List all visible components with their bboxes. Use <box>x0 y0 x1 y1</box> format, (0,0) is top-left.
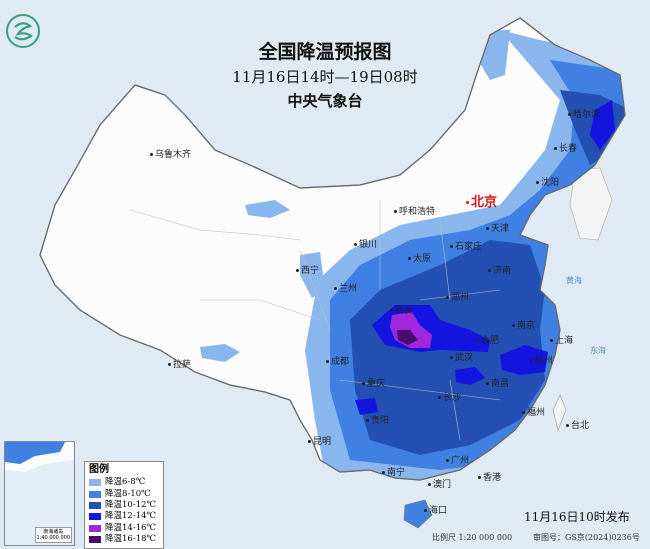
city-shenyang: 沈阳 <box>536 178 559 189</box>
map-title: 全国降温预报图 <box>258 41 392 63</box>
city-shijiazhuang: 石家庄 <box>450 242 482 253</box>
legend-item: 降温10-12℃ <box>89 500 159 511</box>
city-xining: 西宁 <box>296 266 319 277</box>
legend-label: 降温12-14℃ <box>105 511 157 522</box>
legend: 图例 降温6-8℃ 降温8-10℃ 降温10-12℃ 降温12-14℃ 降温14-16℃… <box>84 461 164 549</box>
city-chongqing: 重庆 <box>362 379 385 390</box>
legend-title: 图例 <box>89 464 109 475</box>
legend-label: 降温8-10℃ <box>105 488 151 499</box>
city-nanjing: 南京 <box>512 321 535 332</box>
city-zhengzhou: 郑州 <box>446 293 469 304</box>
legend-item: 降温6-8℃ <box>89 477 159 488</box>
zone-6-8-nw1 <box>245 200 290 218</box>
city-jinan: 济南 <box>488 266 511 277</box>
issued-time: 11月16日10时发布 <box>524 510 630 524</box>
legend-item: 降温8-10℃ <box>89 488 159 499</box>
legend-swatch <box>89 501 101 509</box>
sea-east: 东海 <box>590 346 606 355</box>
city-kunming: 昆明 <box>308 437 331 448</box>
city-wuhan: 武汉 <box>450 353 473 364</box>
legend-swatch <box>89 524 101 532</box>
city-shanghai: 上海 <box>550 336 573 347</box>
city-hefei: 合肥 <box>476 336 499 347</box>
taiwan-island <box>552 394 567 431</box>
city-guangzhou: 广州 <box>446 456 469 467</box>
city-changsha: 长沙 <box>438 393 461 404</box>
city-urumqi: 乌鲁木齐 <box>150 150 191 161</box>
legend-label: 降温16-18℃ <box>105 534 157 545</box>
legend-swatch <box>89 479 101 487</box>
sea-yellow: 黄海 <box>566 276 582 285</box>
inset-scale: 1:40 000 000 <box>36 535 71 541</box>
legend-label: 降温6-8℃ <box>105 477 146 488</box>
city-fuzhou: 福州 <box>522 408 545 419</box>
city-hangzhou: 杭州 <box>530 356 553 367</box>
review-number: 审图号：GS京(2024)0236号 <box>533 533 640 542</box>
city-nanning: 南宁 <box>382 468 405 479</box>
south-china-sea-inset: 南海诸岛 1:40 000 000 <box>4 441 75 546</box>
legend-swatch <box>89 490 101 498</box>
legend-swatch <box>89 536 101 544</box>
issuer: 中央气象台 <box>287 92 363 110</box>
city-hohhot: 呼和浩特 <box>394 207 435 218</box>
city-taiyuan: 太原 <box>408 254 431 265</box>
city-taipei: 台北 <box>566 421 589 432</box>
legend-item: 降温12-14℃ <box>89 511 159 522</box>
city-lanzhou: 兰州 <box>334 284 357 295</box>
city-changchun: 长春 <box>554 144 577 155</box>
zone-6-8-nw3 <box>200 344 240 362</box>
zone-12-14-east <box>500 345 548 375</box>
forecast-period: 11月16日14时—19日08时 <box>232 68 418 86</box>
city-macau: 澳门 <box>428 480 451 491</box>
legend-label: 降温10-12℃ <box>105 499 157 510</box>
korean-peninsula <box>569 167 613 241</box>
city-xian: 西安 <box>390 306 413 317</box>
city-hongkong: 香港 <box>478 473 501 484</box>
city-haikou: 海口 <box>424 506 447 517</box>
city-harbin: 哈尔滨 <box>568 110 600 121</box>
inset-title: 南海诸岛 <box>43 529 64 535</box>
map-scale: 比例尺 1:20 000 000 <box>432 533 513 542</box>
zone-12-14-south <box>455 367 485 385</box>
city-lhasa: 拉萨 <box>168 360 191 371</box>
zone-12-14-sw <box>355 398 378 415</box>
city-tianjin: 天津 <box>486 224 509 235</box>
inset-label: 南海诸岛 1:40 000 000 <box>34 527 72 543</box>
city-chengdu: 成都 <box>326 357 349 368</box>
city-yinchuan: 银川 <box>354 240 377 251</box>
legend-item: 降温14-16℃ <box>89 523 159 534</box>
city-beijing: 北京 <box>466 195 497 210</box>
legend-label: 降温14-16℃ <box>105 522 157 533</box>
city-guiyang: 贵阳 <box>366 416 389 427</box>
zone-16-18 <box>397 330 418 345</box>
legend-item: 降温16-18℃ <box>89 534 159 545</box>
cma-logo-icon <box>6 14 40 48</box>
legend-swatch <box>89 513 101 521</box>
city-nanchang: 南昌 <box>486 379 509 390</box>
